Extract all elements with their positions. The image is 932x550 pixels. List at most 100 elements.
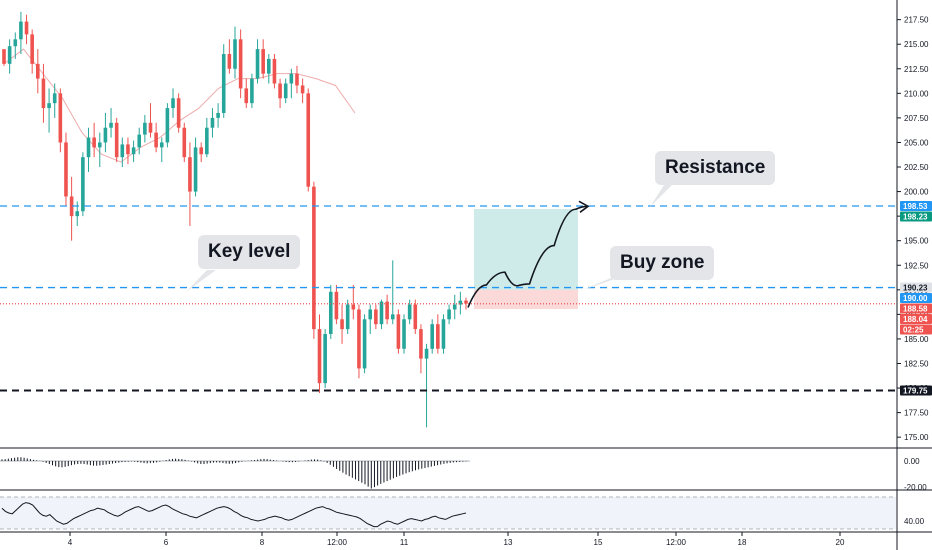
candle [131,140,136,163]
price-badge-label: 190.00 [903,294,928,303]
price-tick-label: 192.50 [904,261,929,270]
candle-body [176,98,181,128]
candle-body [182,127,187,158]
candle-body [323,334,327,384]
key-level-callout-tail [186,270,216,292]
candle-body [413,304,418,330]
buy-zone-callout[interactable]: Buy zone [610,246,715,280]
candle-body [390,314,395,320]
price-tick-label: 210.00 [904,89,929,98]
candle-body [267,58,271,74]
price-badge-bg [900,314,932,325]
candle [227,39,232,74]
candle-body [430,324,434,349]
candle [374,304,378,330]
candle-body [154,132,158,148]
time-tick-label: 11 [400,538,409,547]
price-tick-label: 200.00 [904,188,929,197]
candle [216,103,220,128]
candle [306,88,311,192]
price-axis: 217.50 215.00 212.50 210.00 207.50 205.00 202.… [897,16,929,526]
candle-body [221,54,226,113]
candle-body [334,291,339,320]
candle-body [205,127,209,155]
candle-body [109,122,113,128]
candle-body [47,103,51,109]
candle-body [131,147,136,155]
candle-body [379,301,384,325]
candle-body [148,122,153,133]
candle-body [464,300,468,304]
price-tick-label: 207.50 [904,114,929,123]
rsi-tick-label: 40.00 [904,517,925,526]
candle [148,103,153,138]
candle [114,117,119,163]
candle-body [199,147,203,155]
candle-body [396,314,401,349]
rsi-band [0,497,896,529]
candle-body [385,301,389,320]
candle-body [283,83,288,99]
candle-body [64,142,68,197]
time-tick-label: 12:00 [666,538,687,547]
candle [19,11,23,55]
candle [109,108,113,138]
candle [97,132,102,168]
price-badge: 179.75 [900,385,932,396]
resistance-callout-tail [650,185,672,207]
candle-body [7,46,12,64]
time-tick-label: 15 [594,538,603,547]
rsi-line [1,502,467,528]
time-tick-label: 18 [738,538,747,547]
candle-body [36,63,40,79]
candle-body [351,304,356,310]
candle-body [13,39,18,47]
candle-body [143,122,147,135]
price-tick-label: 177.50 [904,409,929,418]
candle [436,314,440,354]
price-tick-label: 185.00 [904,335,929,344]
candle [143,114,147,143]
candle-body [328,291,333,335]
candle [441,314,446,354]
candle-body [272,58,277,84]
candle [52,83,57,118]
arrow-head [578,200,590,213]
candle-body [357,309,361,369]
candle [244,78,249,109]
price-badge-label: 198.23 [903,213,928,222]
candle [328,284,333,339]
candle [419,324,423,374]
price-tick-label: 175.00 [904,433,929,442]
candle [7,39,12,74]
candle [233,26,237,79]
candle [283,78,288,104]
candle-body [126,144,130,155]
candle-body [30,34,34,64]
candle [340,304,344,344]
candle [126,137,130,165]
candle [36,49,40,94]
key-level-callout[interactable]: Key level [198,235,301,269]
candle-body [165,108,170,143]
candle [58,88,63,153]
price-badge-label: 188.04 [903,315,928,324]
price-badge-bg [900,282,932,293]
candle-body [306,93,311,187]
candle-body [419,329,423,359]
candle [92,122,96,158]
candle-body [81,157,85,212]
candle-body [103,127,108,143]
price-badge: 198.53 [900,201,932,212]
candle [205,117,209,158]
resistance-callout[interactable]: Resistance [655,151,776,185]
time-axis: 4 6 8 12:00 11 13 15 12:00 18 20 [68,532,845,547]
candle-body [171,98,175,109]
price-tick-label: 195.00 [904,237,929,246]
candle-body [447,309,451,320]
candle [362,314,367,374]
candle [199,142,203,163]
candle-body [86,137,91,158]
price-badge-label: 179.75 [903,387,928,396]
